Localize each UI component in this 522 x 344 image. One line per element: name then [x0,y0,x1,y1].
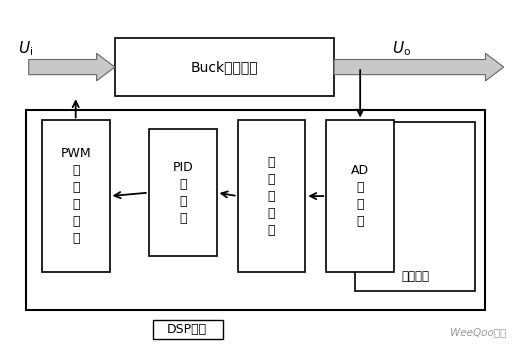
Bar [149,129,217,256]
Text: PWM
波
形
产
生
器: PWM 波 形 产 生 器 [61,147,91,245]
Text: DSP控制: DSP控制 [167,323,207,336]
Polygon shape [334,53,504,81]
Polygon shape [29,53,115,81]
Bar [26,110,485,310]
Text: $U_\mathrm{o}$: $U_\mathrm{o}$ [392,39,411,57]
Bar [42,120,110,272]
Text: WeeQoo维库: WeeQoo维库 [450,327,506,337]
Text: 反馈控制: 反馈控制 [401,270,429,283]
Text: 误
差
生
成
器: 误 差 生 成 器 [268,155,275,237]
Bar [153,320,223,339]
Bar [355,122,475,291]
Text: PID
控
制
器: PID 控 制 器 [172,161,193,225]
Text: $U_\mathrm{i}$: $U_\mathrm{i}$ [18,39,33,57]
Bar [238,120,305,272]
Bar [326,120,394,272]
Bar [115,38,334,96]
Text: Buck型变换器: Buck型变换器 [191,60,258,74]
Text: AD
采
样
器: AD 采 样 器 [351,164,369,228]
